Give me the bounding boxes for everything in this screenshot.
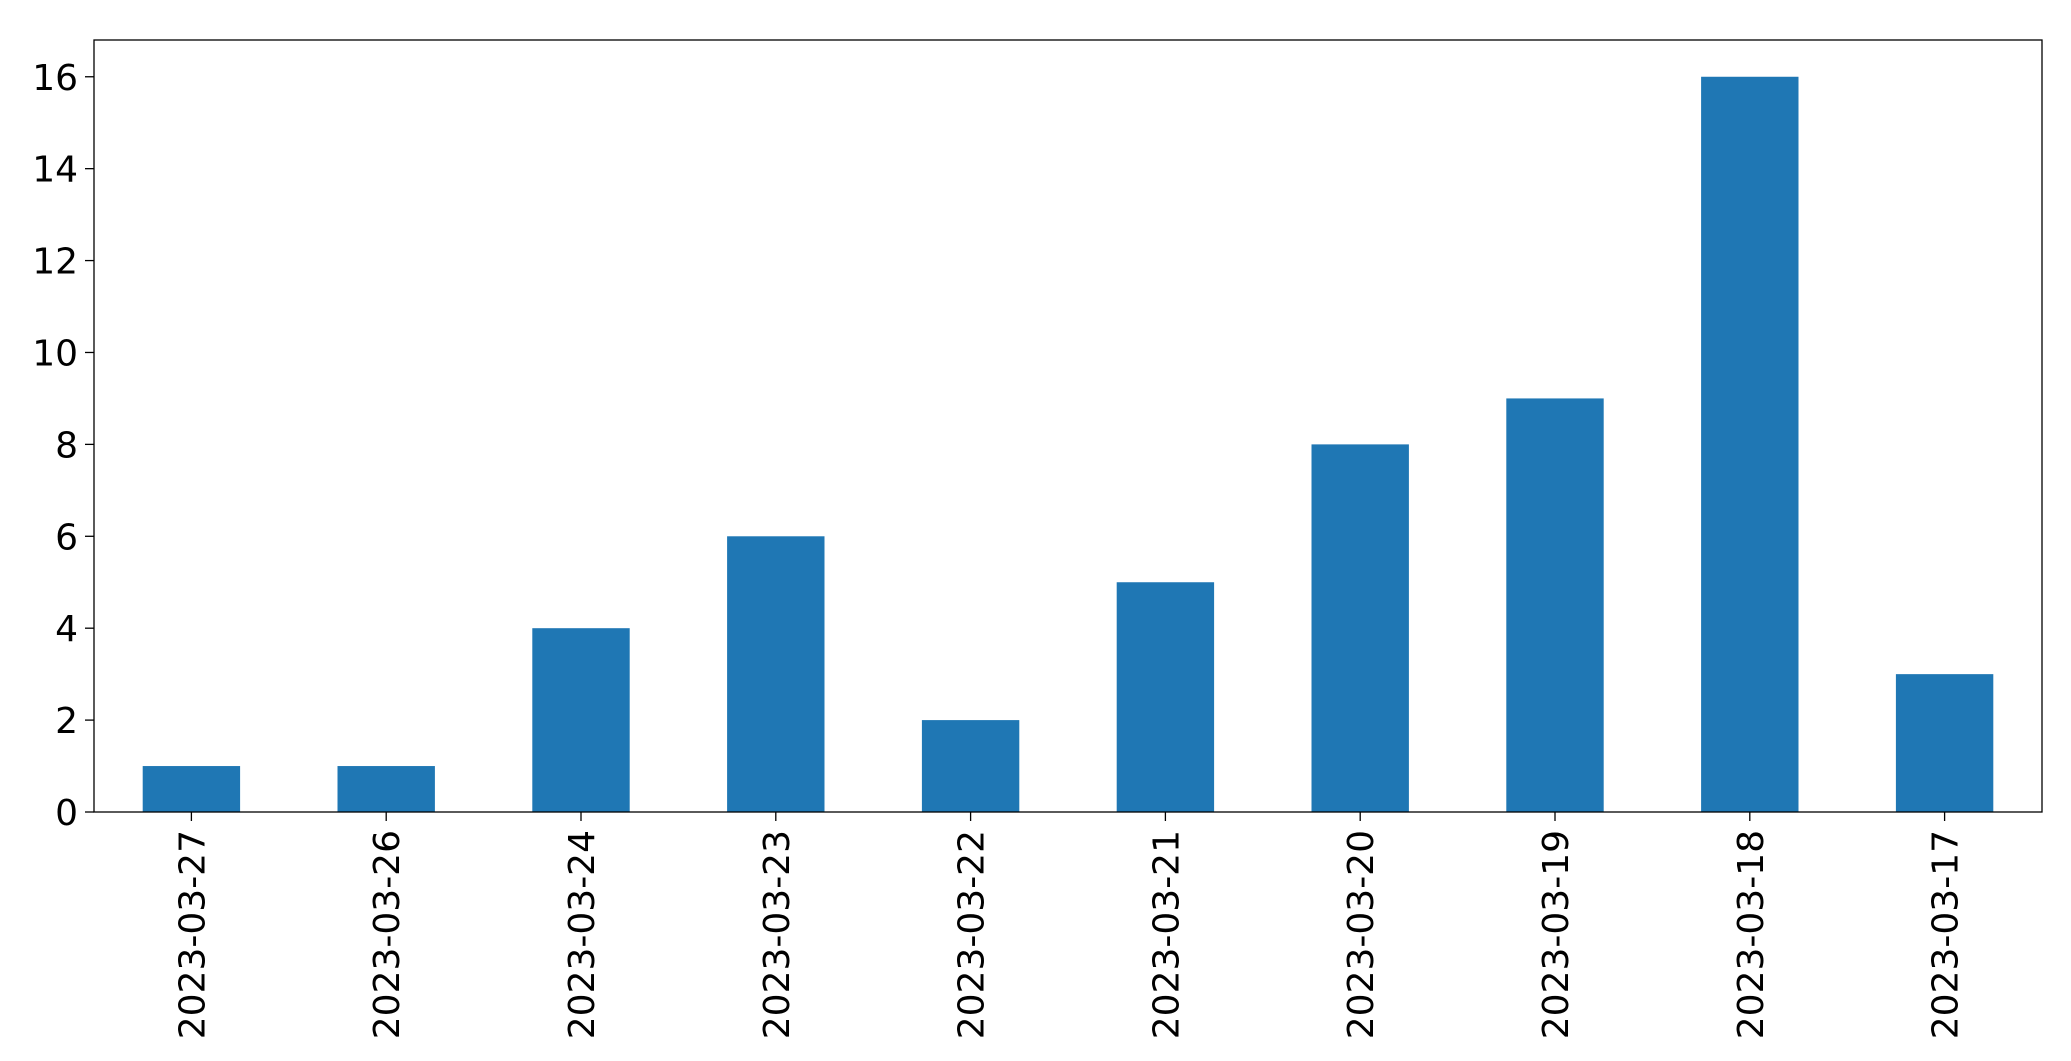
y-tick-label: 4 [55, 609, 78, 650]
y-tick-label: 8 [55, 425, 78, 466]
bar [532, 628, 630, 812]
x-tick-label: 2023-03-27 [172, 830, 213, 1039]
bar [1506, 398, 1604, 812]
x-tick-label: 2023-03-17 [1926, 830, 1967, 1039]
y-tick-label: 10 [32, 333, 78, 374]
x-tick-label: 2023-03-24 [562, 830, 603, 1039]
x-tick-label: 2023-03-18 [1731, 830, 1772, 1039]
bar [921, 720, 1020, 812]
y-tick-label: 14 [32, 150, 78, 191]
bar [337, 766, 435, 812]
bar [1895, 674, 1994, 812]
bar [1311, 444, 1409, 812]
bar [142, 766, 241, 812]
y-tick-label: 0 [55, 793, 78, 834]
x-tick-label: 2023-03-23 [757, 830, 798, 1039]
x-tick-label: 2023-03-26 [367, 830, 408, 1039]
bar [1116, 582, 1215, 812]
x-tick-label: 2023-03-21 [1146, 830, 1187, 1039]
y-tick-label: 6 [55, 517, 78, 558]
y-tick-label: 16 [32, 58, 78, 99]
x-tick-label: 2023-03-20 [1341, 830, 1382, 1039]
plot-frame [93, 39, 2043, 813]
x-tick-label: 2023-03-19 [1536, 830, 1577, 1039]
x-tick-label: 2023-03-22 [952, 830, 993, 1039]
y-tick-label: 2 [55, 701, 78, 742]
bar [1701, 76, 1799, 812]
y-tick-label: 12 [32, 242, 78, 283]
bar [727, 536, 825, 812]
